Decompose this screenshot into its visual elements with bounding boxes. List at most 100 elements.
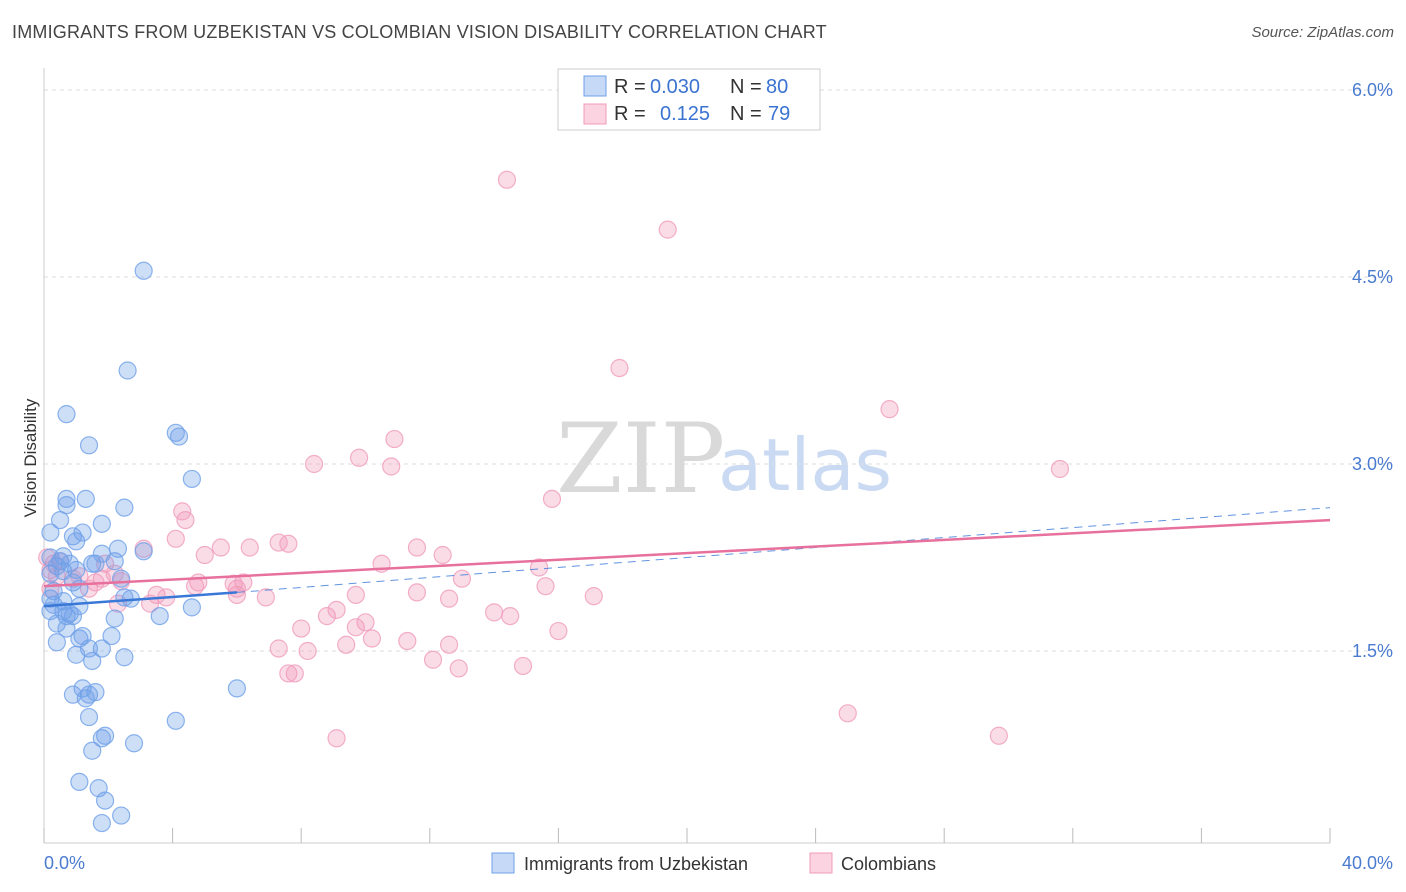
uzbekistan-point xyxy=(115,498,134,517)
uzbekistan-point xyxy=(83,651,102,671)
uzbekistan-point xyxy=(115,648,134,667)
colombians-point xyxy=(166,529,185,548)
colombians-point xyxy=(398,631,417,651)
legend-r-label-2: R = xyxy=(614,103,646,125)
y-tick-label-1: 3.0% xyxy=(1352,454,1393,474)
colombians-point xyxy=(439,589,459,608)
colombians-trend-line xyxy=(43,518,1331,588)
uzbekistan-trend-line xyxy=(43,591,237,608)
colombians-point xyxy=(227,585,246,605)
colombians-point xyxy=(317,606,337,626)
colombians-point xyxy=(433,545,452,565)
uzbekistan-point xyxy=(79,707,99,727)
uzbekistan-point xyxy=(54,547,73,566)
uzbekistan-point xyxy=(182,469,201,489)
colombians-point xyxy=(423,650,443,669)
uzbekistan-point xyxy=(47,614,66,633)
tick-labels: 1.5% 3.0% 4.5% 6.0% 0.0% 40.0% xyxy=(44,80,1393,873)
colombians-point xyxy=(304,454,324,474)
colombians-point xyxy=(497,170,517,189)
trend-lines xyxy=(43,507,1331,608)
colombians-point xyxy=(176,510,195,530)
series-label-colombians: Colombians xyxy=(841,854,936,874)
colombians-point xyxy=(327,600,346,619)
uzbekistan-point xyxy=(67,645,86,664)
uzbekistan-point xyxy=(134,542,153,561)
uzbekistan-points xyxy=(41,261,246,833)
legend-r-value-1: 0.030 xyxy=(650,76,700,98)
uzbekistan-point xyxy=(105,552,124,571)
colombians-point xyxy=(880,400,899,419)
colombians-point xyxy=(536,577,555,596)
watermark-zip: ZIP xyxy=(556,403,725,515)
uzbekistan-point xyxy=(76,489,95,509)
y-axis-label: Vision Disability xyxy=(21,398,40,517)
legend-n-label-2: N = xyxy=(730,103,762,125)
uzbekistan-point xyxy=(57,619,76,638)
uzbekistan-point xyxy=(150,606,169,626)
colombians-point xyxy=(269,533,288,552)
uzbekistan-point xyxy=(102,626,121,646)
x-tick-label-1: 40.0% xyxy=(1342,853,1393,873)
colombians-point xyxy=(346,618,365,637)
colombians-point xyxy=(452,569,472,588)
colombians-point xyxy=(549,621,568,641)
uzbekistan-point xyxy=(112,806,131,825)
series-swatch-colombians xyxy=(809,852,833,874)
uzbekistan-point xyxy=(57,496,76,515)
source-credit: Source: ZipAtlas.com xyxy=(1251,24,1394,41)
colombians-point xyxy=(256,588,275,607)
legend-n-label-1: N = xyxy=(730,76,762,98)
series-legend: Immigrants from Uzbekistan Colombians xyxy=(491,852,936,874)
uzbekistan-point xyxy=(50,510,70,530)
y-tick-label-0: 1.5% xyxy=(1352,641,1393,661)
legend-swatch-colombians xyxy=(583,103,607,125)
uzbekistan-point xyxy=(182,598,201,617)
uzbekistan-point xyxy=(169,427,189,446)
colombians-point xyxy=(240,538,259,557)
colombians-point xyxy=(337,635,356,654)
uzbekistan-trend-extension xyxy=(236,507,1331,593)
uzbekistan-point xyxy=(118,361,137,380)
colombians-point xyxy=(327,729,346,748)
uzbekistan-point xyxy=(124,734,144,753)
colombians-point xyxy=(186,577,205,596)
colombians-point xyxy=(292,619,311,638)
series-swatch-uzbekistan xyxy=(491,852,515,874)
legend-r-value-2: 0.125 xyxy=(660,103,710,125)
colombians-point xyxy=(1050,459,1070,479)
colombians-point xyxy=(407,583,427,602)
colombians-point xyxy=(989,726,1008,745)
colombians-point xyxy=(211,538,230,557)
uzbekistan-point xyxy=(79,685,99,704)
uzbekistan-point xyxy=(92,813,111,833)
uzbekistan-point xyxy=(70,772,89,792)
colombians-point xyxy=(356,613,375,632)
uzbekistan-point xyxy=(41,523,60,542)
uzbekistan-point xyxy=(83,741,102,760)
axes xyxy=(43,68,1331,844)
colombians-point xyxy=(542,489,562,509)
colombians-point xyxy=(349,448,369,467)
colombians-point xyxy=(298,641,317,661)
colombians-point xyxy=(513,656,533,676)
uzbekistan-point xyxy=(79,436,99,455)
colombians-point xyxy=(501,606,520,626)
uzbekistan-point xyxy=(105,609,124,628)
colombians-point xyxy=(362,629,382,648)
uzbekistan-point xyxy=(95,726,115,745)
colombians-point xyxy=(269,639,288,658)
uzbekistan-point xyxy=(57,606,76,626)
uzbekistan-point xyxy=(70,579,89,598)
correlation-legend: R = 0.030 N = 80 R = 0.125 N = 79 xyxy=(557,68,821,131)
colombians-point xyxy=(279,534,298,553)
colombians-point xyxy=(407,538,427,557)
colombians-point xyxy=(382,457,401,476)
colombians-point xyxy=(584,587,603,606)
y-tick-label-3: 6.0% xyxy=(1352,80,1393,100)
uzbekistan-point xyxy=(166,711,185,730)
grid-lines xyxy=(44,89,1392,652)
colombians-point xyxy=(439,635,459,654)
colombians-point xyxy=(610,358,629,378)
colombians-point xyxy=(279,664,298,683)
